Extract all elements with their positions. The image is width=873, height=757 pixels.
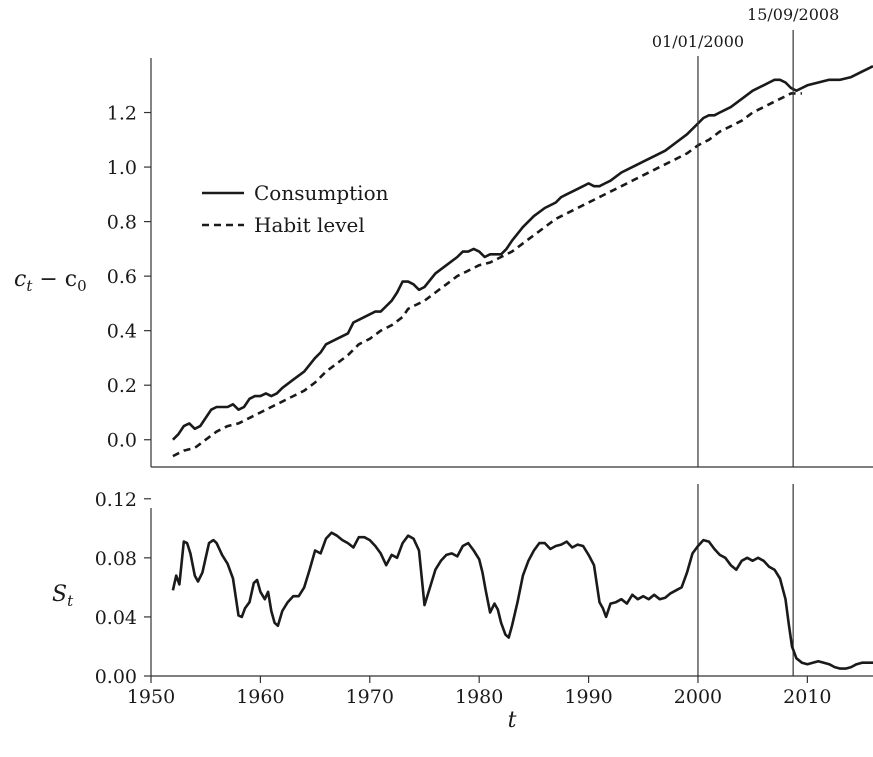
top-y-tick-label: 1.2 [107,103,137,125]
top-y-tick-label: 0.8 [107,212,137,234]
event-annotations: 01/01/2000 15/09/2008 [652,5,839,676]
top-axes [150,58,873,468]
legend-consumption-label: Consumption [254,181,389,205]
bottom-y-label-sub: t [67,592,74,610]
top-y-label-sub-0: 0 [77,277,87,295]
x-tick-label: 1990 [564,686,612,708]
top-y-tick-label: 0.4 [107,321,137,343]
habit-level-line [172,92,802,458]
svg-text:ct − c0: ct − c0 [14,267,87,295]
x-tick-label: 1950 [127,686,175,708]
x-axis-label: t [508,708,517,733]
annotation-2008-label: 15/09/2008 [747,5,839,24]
bottom-y-label-s: S [52,582,67,607]
bottom-y-tick-label: 0.00 [95,666,137,688]
top-y-tick-label: 1.0 [107,157,137,179]
top-y-tick-label: 0.2 [107,375,137,397]
x-tick-label: 2000 [674,686,722,708]
top-y-ticks: 0.0 0.2 0.4 0.6 0.8 1.0 1.2 [107,103,151,452]
top-y-label-c: c [14,267,26,292]
bottom-axes [150,508,873,677]
top-y-axis-label: ct − c0 [14,267,87,295]
surplus-ratio-line [171,531,873,670]
bottom-y-ticks: 0.00 0.04 0.08 0.12 [95,489,151,688]
top-series [171,65,873,458]
bottom-y-tick-label: 0.12 [95,489,137,511]
x-tick-label: 1960 [236,686,284,708]
bottom-panel: 0.00 0.04 0.08 0.12 1950 1960 1970 1980 1990 200… [52,489,873,733]
svg-text:St: St [52,582,74,610]
bottom-series [171,531,873,670]
top-y-tick-label: 0.0 [107,430,137,452]
x-tick-label: 1970 [346,686,394,708]
bottom-y-axis-label: St [52,582,74,610]
x-tick-label: 1980 [455,686,503,708]
x-axis-ticks: 1950 1960 1970 1980 1990 2000 2010 [127,676,832,708]
top-y-label-sub-t: t [26,277,33,295]
top-y-label-minus: − c [32,267,77,292]
bottom-y-tick-label: 0.04 [95,607,137,629]
annotation-2000-label: 01/01/2000 [652,32,744,51]
top-y-tick-label: 0.6 [107,266,137,288]
bottom-y-tick-label: 0.08 [95,548,137,570]
top-panel: 0.0 0.2 0.4 0.6 0.8 1.0 1.2 ct − c0 [14,58,873,468]
consumption-line [171,65,873,441]
legend-habit-label: Habit level [254,213,365,237]
legend: Consumption Habit level [202,181,389,237]
x-tick-label: 2010 [783,686,831,708]
